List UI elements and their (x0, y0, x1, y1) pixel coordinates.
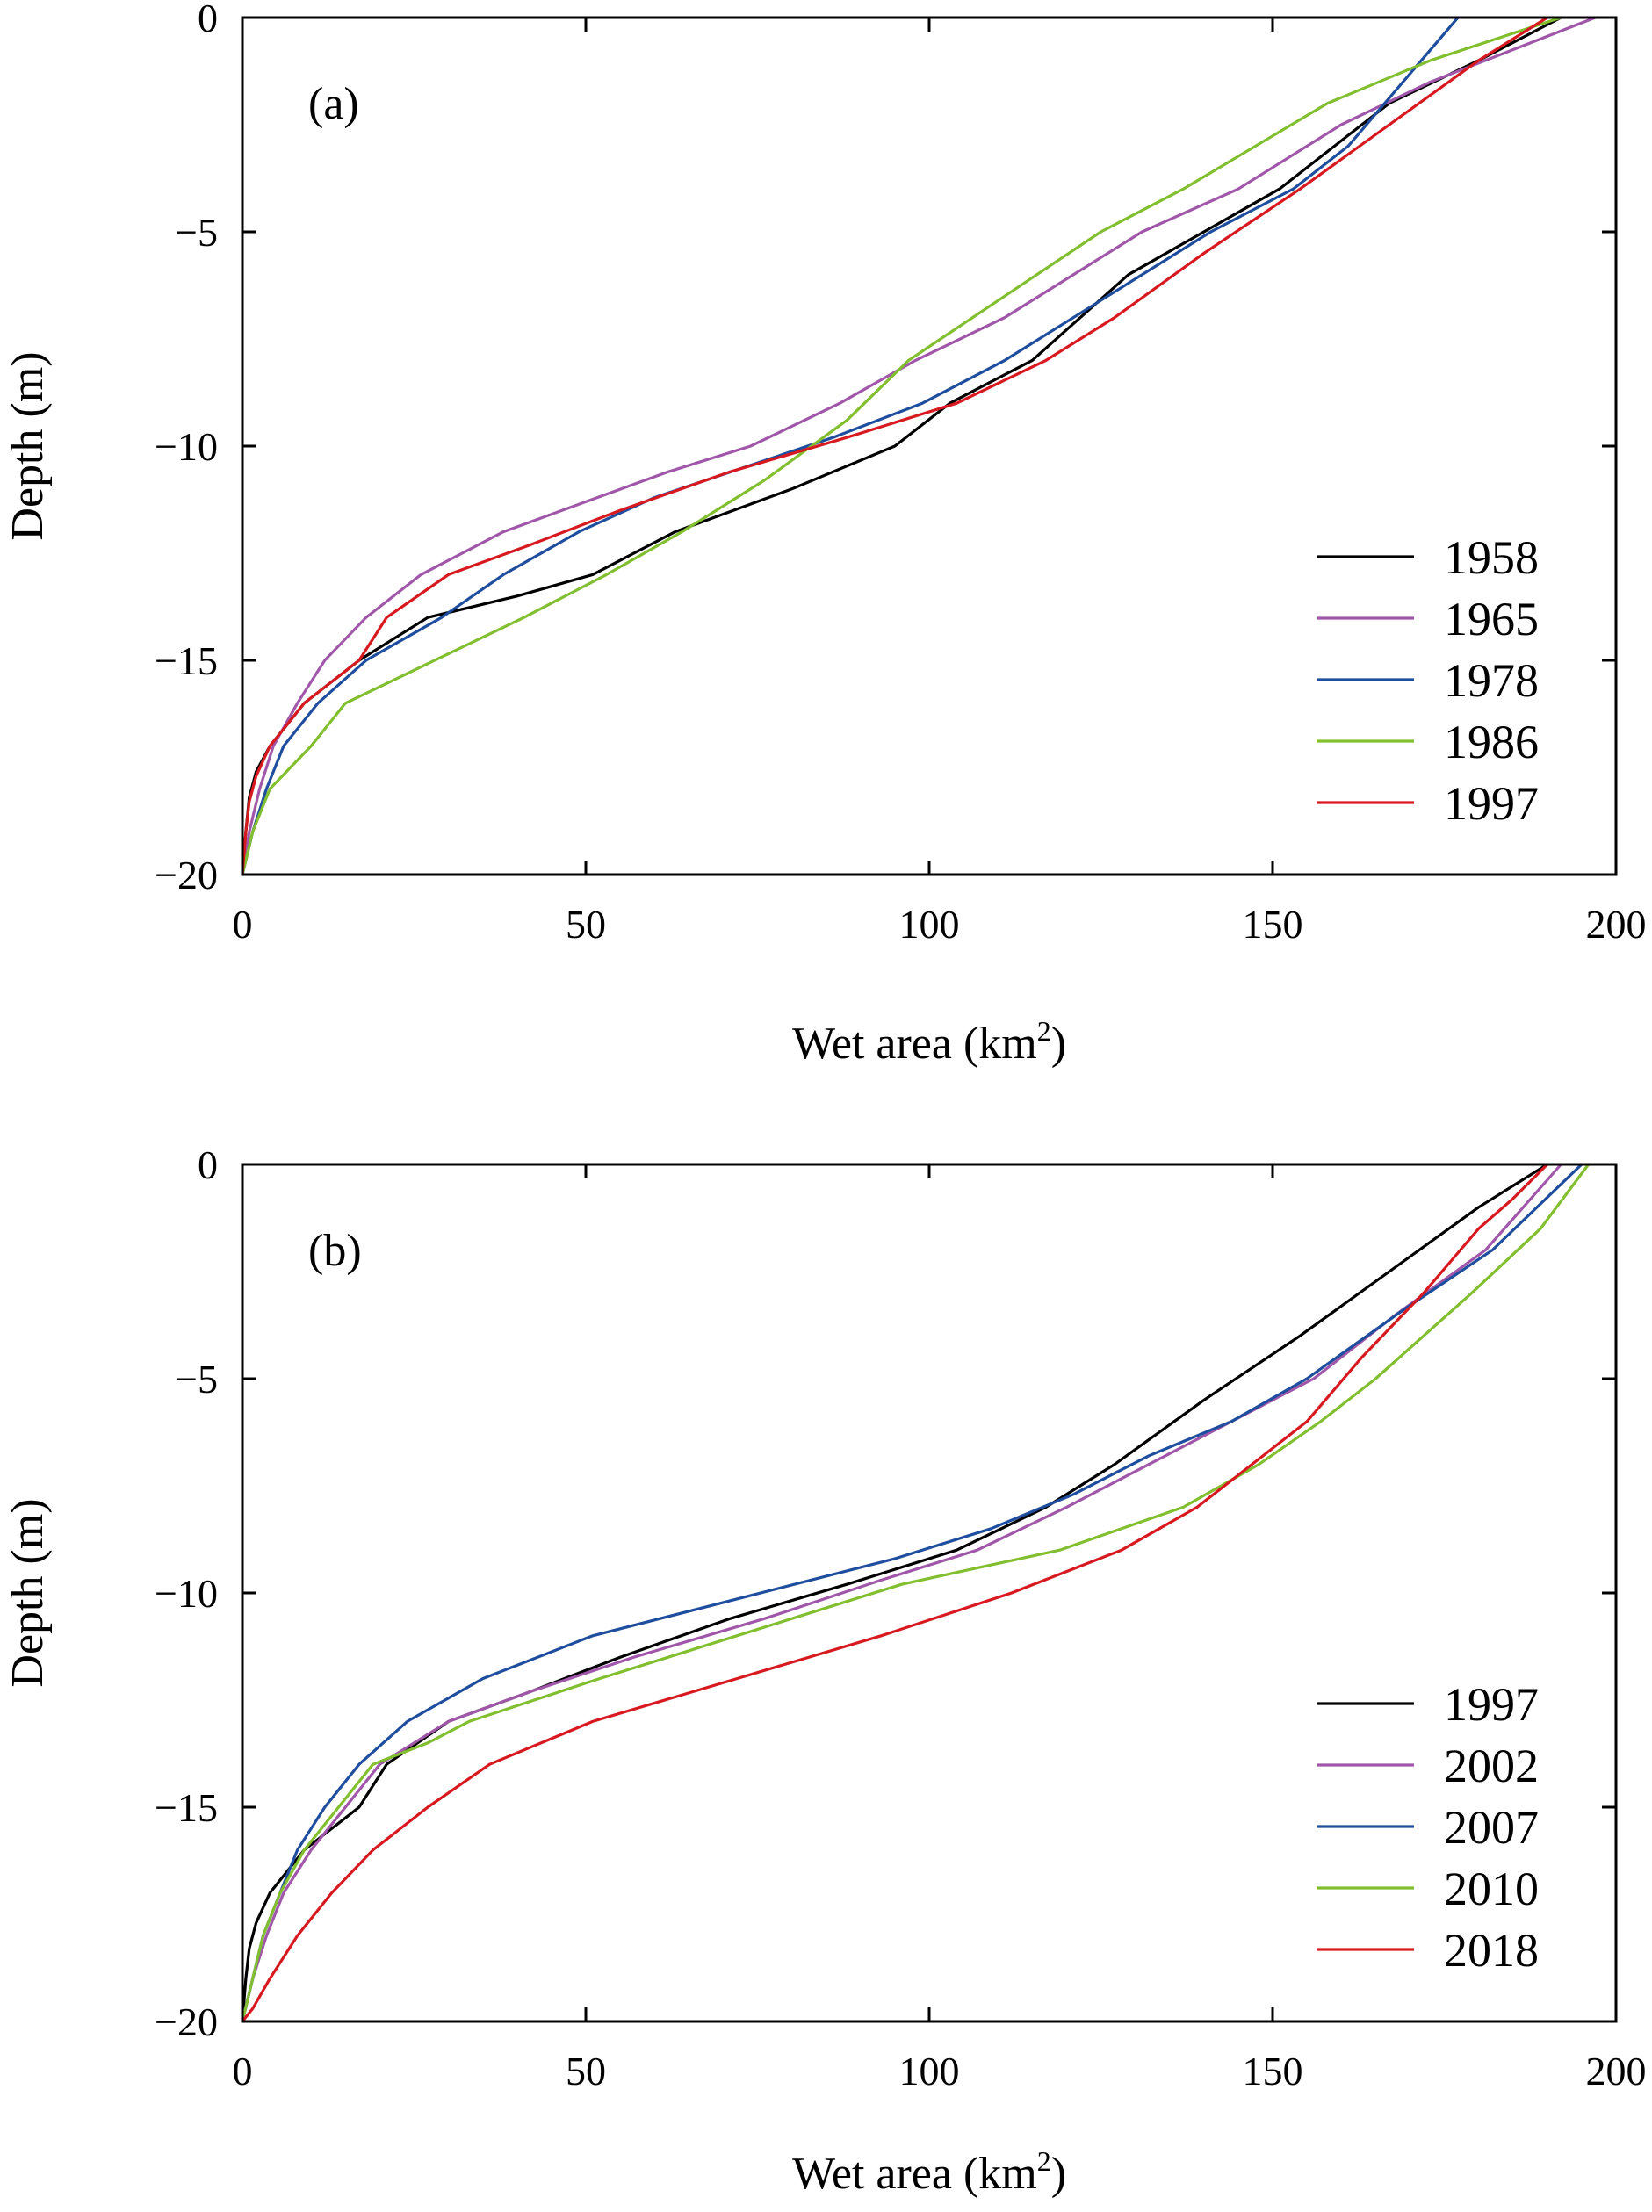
x-axis-title-end: ) (1051, 2149, 1066, 2199)
y-tick-label: −5 (175, 210, 218, 255)
legend-label-2018: 2018 (1444, 1924, 1539, 1977)
series-line-1978 (241, 16, 1460, 875)
legend-label-1965: 1965 (1444, 593, 1539, 645)
x-axis-title: Wet area (km2) (792, 1015, 1066, 1069)
y-tick-label: −20 (155, 1999, 218, 2044)
panel-label: (a) (308, 79, 359, 129)
legend-label-1978: 1978 (1444, 654, 1539, 707)
y-axis-title: Depth (m) (3, 1498, 53, 1687)
panel-label: (b) (308, 1226, 362, 1276)
x-axis-title-sup: 2 (1037, 1015, 1051, 1047)
legend-label-1997: 1997 (1444, 777, 1539, 830)
x-tick-label: 50 (566, 902, 606, 947)
series-line-2018 (241, 1163, 1548, 2023)
x-tick-label: 150 (1243, 2049, 1303, 2093)
series-line-2007 (241, 1163, 1583, 2022)
series-line-1997 (241, 1163, 1548, 2022)
panel-a: 0 50 100 150 200 0 −5 −10 −15 −20 (a) Wet area (km2… (3, 0, 1647, 1069)
series-line-1965 (241, 16, 1597, 875)
legend-label-1986: 1986 (1444, 716, 1539, 768)
x-axis-title-main: Wet area (km (792, 1019, 1037, 1069)
legend-label-1958: 1958 (1444, 531, 1539, 584)
x-tick-label: 0 (233, 902, 253, 947)
series-line-1986 (241, 16, 1562, 875)
y-tick-label: −10 (155, 424, 218, 469)
y-tick-label: −5 (175, 1357, 218, 1401)
plot-frame (241, 16, 1618, 876)
legend-label-2010: 2010 (1444, 1863, 1539, 1915)
x-tick-label: 200 (1586, 902, 1647, 947)
legend-label-2007: 2007 (1444, 1801, 1539, 1854)
x-tick-label: 100 (899, 2049, 960, 2093)
y-axis-title: Depth (m) (3, 351, 53, 540)
y-tick-label: −15 (155, 1785, 218, 1830)
series-line-1958 (241, 16, 1562, 875)
x-tick-label: 50 (566, 2049, 606, 2093)
x-tick-label: 200 (1586, 2049, 1647, 2093)
x-axis-title-sup: 2 (1037, 2145, 1051, 2177)
x-tick-label: 100 (899, 902, 960, 947)
x-tick-label: 150 (1243, 902, 1303, 947)
series-line-2010 (241, 1164, 1590, 2022)
x-axis-title-main: Wet area (km (792, 2149, 1037, 2199)
legend-label-2002: 2002 (1444, 1740, 1539, 1792)
x-tick-label: 0 (233, 2049, 253, 2093)
x-axis-title: Wet area (km2) (792, 2145, 1066, 2199)
y-tick-label: −20 (155, 853, 218, 897)
y-tick-label: 0 (198, 1142, 218, 1187)
y-tick-label: −15 (155, 638, 218, 683)
series-line-1997 (241, 16, 1548, 875)
legend-label-1997: 1997 (1444, 1678, 1539, 1731)
x-axis-title-end: ) (1051, 1019, 1066, 1069)
y-tick-label: 0 (198, 0, 218, 40)
series-line-2002 (241, 1163, 1562, 2022)
plot-frame (241, 1163, 1618, 2023)
y-tick-label: −10 (155, 1571, 218, 1616)
